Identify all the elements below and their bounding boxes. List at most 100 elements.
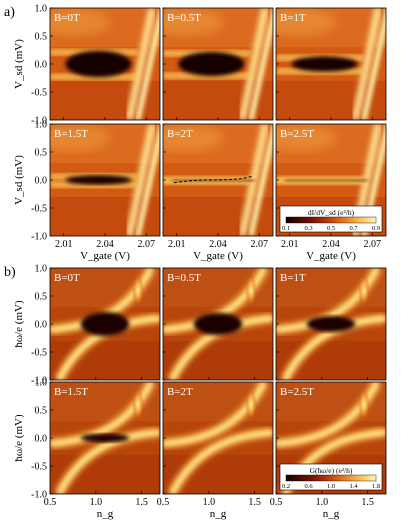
y-tick-label: 1.0 xyxy=(35,4,48,15)
resonance-line xyxy=(125,8,156,120)
hotspot xyxy=(358,274,370,307)
colorbar-title: G(ħω/e) (e²/h) xyxy=(310,466,353,475)
x-tick-label: 2.04 xyxy=(322,239,340,250)
subplot-b-1: B=0T -1.0 -0.5 0.0 0.5 1.0 ħω/e (mV) xyxy=(13,264,161,387)
resonance-line xyxy=(351,8,382,120)
heatmap-body xyxy=(276,124,386,236)
x-tick-label: 0.5 xyxy=(270,497,283,508)
x-axis-label: n_g xyxy=(97,508,114,520)
colorbar-tick-label: 0.9 xyxy=(372,225,380,232)
colorbar-tick-label: 1.0 xyxy=(327,483,335,490)
y-tick-label: -1.0 xyxy=(31,116,47,127)
y-tick-label: -1.0 xyxy=(31,232,47,243)
transition-line xyxy=(283,316,386,380)
colorbar-tick-label: 1.4 xyxy=(349,483,358,490)
y-tick-label: 0.5 xyxy=(35,32,48,43)
heatmap-body xyxy=(163,268,273,380)
subplot-b-3: B=1T xyxy=(275,267,387,381)
heatmap-body xyxy=(163,8,273,120)
colorbar-scale xyxy=(285,216,377,224)
field-label: B=0.5T xyxy=(167,272,201,284)
gap-region xyxy=(80,433,130,443)
field-label: B=2.5T xyxy=(280,386,314,398)
field-label: B=2T xyxy=(167,386,193,398)
y-tick-label: 1.0 xyxy=(35,378,48,389)
field-label: B=1T xyxy=(280,272,306,284)
resonance-line xyxy=(125,124,156,236)
heatmap-body xyxy=(50,124,160,236)
field-label: B=1T xyxy=(280,12,306,24)
field-label: B=0T xyxy=(54,12,80,24)
gap-region xyxy=(65,50,132,78)
y-tick-label: -0.5 xyxy=(31,348,47,359)
colorbar-a: dI/dV_sd (e²/h) 0.1 0.3 0.5 0.7 0.9 xyxy=(279,205,383,233)
hotspot xyxy=(132,274,144,307)
subplot-a-2: B=0.5T xyxy=(162,7,274,121)
panel-b-label: b) xyxy=(4,265,16,280)
subplot-a-4: B=1.5T -1.0 -0.5 0.0 0.5 1.0 2.01 2.04 2.07 V_sd … xyxy=(13,120,161,262)
dashed-guide-line xyxy=(173,175,254,184)
heatmap-body xyxy=(163,124,273,236)
panel-a-label: a) xyxy=(4,5,15,20)
y-axis-label: V_sd (mV) xyxy=(13,155,25,205)
subplot-b-2: B=0.5T xyxy=(162,267,274,381)
colorbar-tick-label: 1.8 xyxy=(372,483,380,490)
y-tick-label: -1.0 xyxy=(31,490,47,501)
y-tick-label: 0.0 xyxy=(35,176,48,187)
colorbar-tick-label: 0.5 xyxy=(327,225,335,232)
y-tick-label: -0.5 xyxy=(31,204,47,215)
x-axis-label: V_gate (V) xyxy=(306,250,356,262)
x-tick-label: 0.5 xyxy=(157,497,170,508)
field-label: B=0.5T xyxy=(167,12,201,24)
y-axis-label: ħω/e (mV) xyxy=(13,300,25,348)
colorbar-tick-label: 0.7 xyxy=(349,225,358,232)
x-tick-label: 1.5 xyxy=(248,497,261,508)
x-tick-label: 1.0 xyxy=(90,497,103,508)
x-tick-label: 1.0 xyxy=(316,497,329,508)
x-tick-label: 2.01 xyxy=(168,239,186,250)
subplot-a-1: B=0T -1.0 -0.5 0.0 0.5 1.0 V_sd (mV) xyxy=(13,4,161,127)
heatmap-body xyxy=(50,268,160,380)
x-tick-label: 2.07 xyxy=(251,239,269,250)
subplot-a-5: B=2T 2.01 2.04 2.07 V_gate (V) xyxy=(162,123,274,262)
heatmap-body xyxy=(50,8,160,120)
resonance-line xyxy=(135,124,160,236)
colorbar-title: dI/dV_sd (e²/h) xyxy=(308,208,355,217)
transition-line xyxy=(57,430,160,494)
x-tick-label: 2.07 xyxy=(364,239,382,250)
heatmap-body xyxy=(50,382,160,494)
x-tick-label: 1.5 xyxy=(361,497,374,508)
x-tick-label: 2.04 xyxy=(209,239,227,250)
x-tick-label: 2.01 xyxy=(281,239,299,250)
y-tick-label: -0.5 xyxy=(31,88,47,99)
colorbar-tick-label: 0.2 xyxy=(282,483,290,490)
x-tick-label: 2.07 xyxy=(138,239,156,250)
y-tick-label: 0.5 xyxy=(35,406,48,417)
x-tick-label: 1.5 xyxy=(135,497,148,508)
field-label: B=1.5T xyxy=(54,386,88,398)
x-tick-label: 1.0 xyxy=(203,497,216,508)
y-axis-label: V_sd (mV) xyxy=(13,39,25,89)
colorbar-tick-label: 0.3 xyxy=(304,225,312,232)
hotspot xyxy=(245,388,257,421)
heatmap-body xyxy=(163,382,273,494)
gap-region xyxy=(306,315,356,333)
gap-region xyxy=(193,312,243,336)
x-tick-label: 0.5 xyxy=(44,497,57,508)
hotspot xyxy=(358,388,370,421)
y-tick-label: 0.0 xyxy=(35,60,48,71)
resonance-line xyxy=(248,8,273,120)
x-axis-label: V_gate (V) xyxy=(80,250,130,262)
field-label: B=2T xyxy=(167,128,193,140)
y-tick-label: -1.0 xyxy=(31,376,47,387)
gap-region xyxy=(171,178,255,182)
colorbar-b: G(ħω/e) (e²/h) 0.2 0.6 1.0 1.4 1.8 xyxy=(279,463,383,491)
colorbar-tick-label: 0.1 xyxy=(282,225,290,232)
panel-b: B=0T -1.0 -0.5 0.0 0.5 1.0 ħω/e (mV) B=0.5T B=1T… xyxy=(13,264,387,520)
heatmap-body xyxy=(276,268,386,380)
colorbar-tick-label: 0.6 xyxy=(304,483,313,490)
x-axis-label: n_g xyxy=(210,508,227,520)
panel-a: B=0T -1.0 -0.5 0.0 0.5 1.0 V_sd (mV) B=0.5T B=1T… xyxy=(13,4,387,262)
subplot-a-6: B=2.5T 2.01 2.04 2.07 V_gate (V) xyxy=(275,123,387,262)
